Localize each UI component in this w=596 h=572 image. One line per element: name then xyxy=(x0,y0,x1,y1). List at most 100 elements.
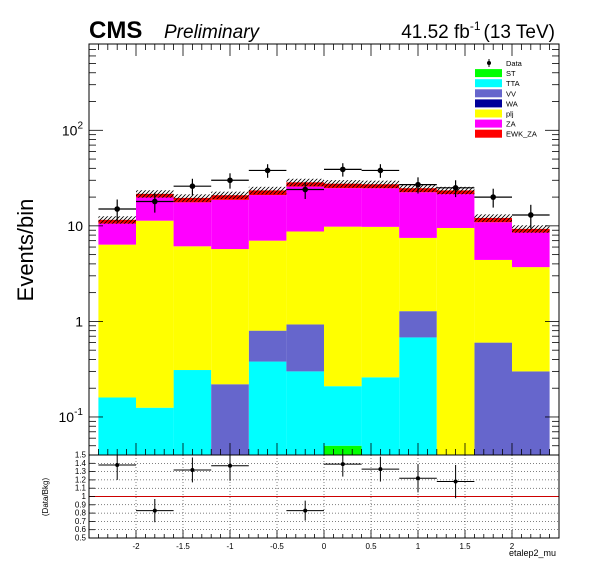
ratio-point xyxy=(416,476,420,480)
data-point xyxy=(114,206,120,212)
data-point xyxy=(490,194,496,200)
ratio-point xyxy=(341,462,345,466)
x-tick-label: 0 xyxy=(322,542,327,551)
stack-bar-za xyxy=(474,222,512,260)
ratio-y-tick-label: 1.5 xyxy=(75,451,87,460)
stack-bar-vv xyxy=(286,324,324,371)
ratio-y-tick-label: 0.7 xyxy=(75,517,87,526)
uncertainty-hatch xyxy=(362,181,400,188)
x-tick-label: -1 xyxy=(226,542,234,551)
legend-swatch xyxy=(475,89,502,97)
legend-swatch xyxy=(475,99,502,107)
y-tick-exp: 2 xyxy=(77,120,83,131)
stack-bar-za xyxy=(174,202,212,246)
legend-swatch xyxy=(475,120,502,128)
y-tick-label: 10-1 xyxy=(59,407,84,425)
stack-bar-plj xyxy=(324,227,362,387)
ratio-point xyxy=(378,467,382,471)
x-tick-label: -2 xyxy=(132,542,140,551)
data-point xyxy=(378,168,384,174)
data-point xyxy=(265,168,271,174)
ratio-point xyxy=(454,480,458,484)
y-tick-base: 10 xyxy=(62,122,78,138)
ratio-y-tick-label: 1 xyxy=(82,492,87,501)
stack-bar-tta xyxy=(399,337,437,457)
ratio-xlabel: etalep2_mu xyxy=(509,548,556,558)
stack-bar-plj xyxy=(174,246,212,370)
stack-bar-za xyxy=(98,224,136,245)
stack-bar-plj xyxy=(437,228,475,457)
y-tick-base: 10 xyxy=(67,218,83,234)
y-tick-base: 1 xyxy=(75,313,83,329)
stack-bar-vv xyxy=(512,371,550,457)
uncertainty-hatch xyxy=(211,192,249,199)
lumi-value: 41.52 fb xyxy=(401,22,470,43)
ratio-point xyxy=(303,509,307,513)
stack-bar-plj xyxy=(98,245,136,398)
luminosity-label: 41.52 fb-1 (13 TeV) xyxy=(401,19,555,43)
stack-bar-plj xyxy=(399,238,437,311)
legend-label: WA xyxy=(506,99,518,108)
ratio-y-tick-label: 1.2 xyxy=(75,475,87,484)
data-point xyxy=(190,183,196,189)
ratio-point xyxy=(228,464,232,468)
stack-bar-za xyxy=(512,233,550,268)
stack-bar-tta xyxy=(249,362,287,457)
stack-bar-za xyxy=(399,192,437,238)
uncertainty-hatch xyxy=(174,194,212,201)
data-point xyxy=(453,185,459,191)
stack-bar-vv xyxy=(249,331,287,362)
stack-bar-plj xyxy=(362,227,400,377)
stack-bar-vv xyxy=(399,311,437,337)
ratio-y-tick-label: 1.1 xyxy=(75,484,87,493)
ratio-y-tick-label: 0.8 xyxy=(75,509,87,518)
stack-bar-tta xyxy=(362,377,400,457)
data-point xyxy=(415,182,421,188)
stack-bar-plj xyxy=(211,249,249,384)
x-tick-label: 0.5 xyxy=(365,542,377,551)
ratio-point xyxy=(153,509,157,513)
stack-bar-plj xyxy=(286,231,324,324)
main-ylabel: Events/bin xyxy=(13,199,38,302)
stack-bar-za xyxy=(362,188,400,227)
data-point xyxy=(302,187,308,193)
stack-bar-plj xyxy=(474,260,512,343)
ratio-y-tick-label: 1.4 xyxy=(75,459,87,468)
legend-label: VV xyxy=(506,89,516,98)
stack-bar-tta xyxy=(174,370,212,457)
data-point xyxy=(528,212,534,218)
legend-label: plj xyxy=(506,110,514,119)
legend-label: ST xyxy=(506,69,516,78)
y-tick-label: 102 xyxy=(62,120,84,138)
uncertainty-hatch xyxy=(324,180,362,187)
lumi-exponent: -1 xyxy=(470,19,481,33)
ratio-point xyxy=(190,468,194,472)
stack-bar-za xyxy=(211,200,249,249)
uncertainty-hatch xyxy=(474,214,512,221)
legend-label: EWK_ZA xyxy=(506,130,537,139)
stack-bar-tta xyxy=(324,386,362,446)
data-point xyxy=(227,177,233,183)
experiment-label: CMS xyxy=(89,17,142,44)
ratio-point xyxy=(115,463,119,467)
legend-swatch xyxy=(475,79,502,87)
ratio-y-tick-label: 0.5 xyxy=(75,534,87,543)
stack-bar-za xyxy=(324,188,362,227)
ratio-axes: -2 -1.5 -1 -0.5 0 0.5 1 1.5 20.50.60.70.80.911.1… xyxy=(75,451,559,552)
main-stack xyxy=(98,182,549,457)
legend-swatch xyxy=(475,110,502,118)
stack-bar-tta xyxy=(98,397,136,457)
x-tick-label: -1.5 xyxy=(176,542,190,551)
lumi-energy: (13 TeV) xyxy=(484,22,555,43)
stack-bar-za xyxy=(437,194,475,228)
legend-swatch xyxy=(475,69,502,77)
data-point xyxy=(152,199,158,205)
ratio-ylabel: (Data/Bkg) xyxy=(41,478,50,517)
legend-label-data: Data xyxy=(506,59,523,68)
stack-bar-vv xyxy=(474,343,512,457)
legend-label: TTA xyxy=(506,79,520,88)
legend-swatch xyxy=(475,130,502,138)
stack-bar-plj xyxy=(136,221,174,408)
